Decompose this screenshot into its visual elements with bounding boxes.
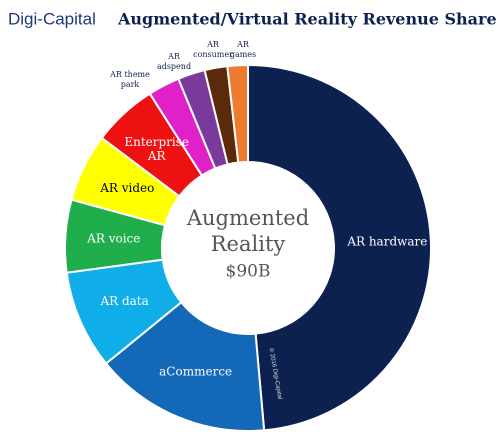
slice-label: AR hardware — [346, 234, 427, 248]
slice-label: AR video — [99, 181, 154, 195]
center-label: Augmented Reality — [186, 206, 309, 256]
brand: Digi-Capital — [8, 9, 96, 28]
donut — [64, 63, 432, 432]
chart-title: Augmented/Virtual Reality Revenue Share … — [117, 10, 500, 29]
slice-label: AR adspend — [157, 52, 191, 71]
slice-label: aCommerce — [159, 364, 232, 378]
slice-label: AR voice — [86, 232, 140, 246]
slice — [226, 63, 249, 164]
slice-label: Enterprise AR — [124, 135, 189, 163]
center-value: $90B — [226, 262, 271, 282]
slice-label: AR theme park — [109, 70, 150, 89]
slice — [247, 63, 432, 432]
slice-label: AR data — [99, 294, 148, 308]
slice-label: AR games — [230, 40, 256, 59]
slice — [104, 300, 266, 432]
slice-label: AR consumer — [193, 40, 233, 59]
